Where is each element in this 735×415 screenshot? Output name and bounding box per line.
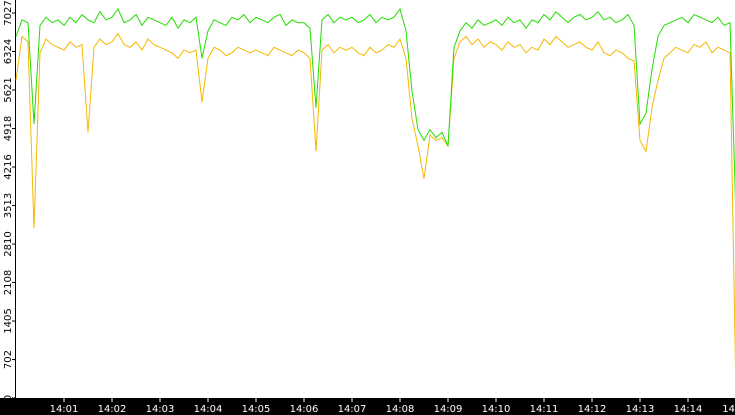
x-tick-label: 14:02 (98, 404, 127, 415)
x-tick-label: 14:04 (194, 404, 223, 415)
y-tick-label: 1405 (3, 308, 14, 333)
y-tick-label: 2108 (3, 270, 14, 295)
x-tick-label: 14:10 (482, 404, 511, 415)
y-tick-label: 3513 (3, 193, 14, 218)
x-tick-label: 14 (722, 404, 735, 415)
y-tick-label: 7027 (3, 0, 14, 25)
y-tick-label: 6324 (3, 39, 14, 64)
x-tick-label: 14:09 (434, 404, 463, 415)
x-axis-band (0, 398, 735, 415)
y-tick-label: 5621 (3, 77, 14, 102)
x-tick-label: 14:08 (386, 404, 415, 415)
y-tick-label: 4216 (3, 154, 14, 179)
y-tick-label: 702 (3, 350, 14, 369)
x-tick-label: 14:06 (290, 404, 319, 415)
y-tick-label: 0 (3, 395, 14, 401)
y-tick-label: 2810 (3, 231, 14, 256)
series-line (15, 7, 735, 201)
series-line (15, 32, 735, 370)
x-tick-label: 14:14 (674, 404, 703, 415)
x-tick-label: 14:11 (530, 404, 559, 415)
x-tick-label: 14:13 (626, 404, 655, 415)
x-tick-label: 14:03 (146, 404, 175, 415)
x-tick-label: 14:01 (50, 404, 79, 415)
x-tick-label: 14:07 (338, 404, 367, 415)
x-tick-label: 14:05 (242, 404, 271, 415)
x-tick-label: 14:12 (578, 404, 607, 415)
y-tick-label: 4918 (3, 116, 14, 141)
